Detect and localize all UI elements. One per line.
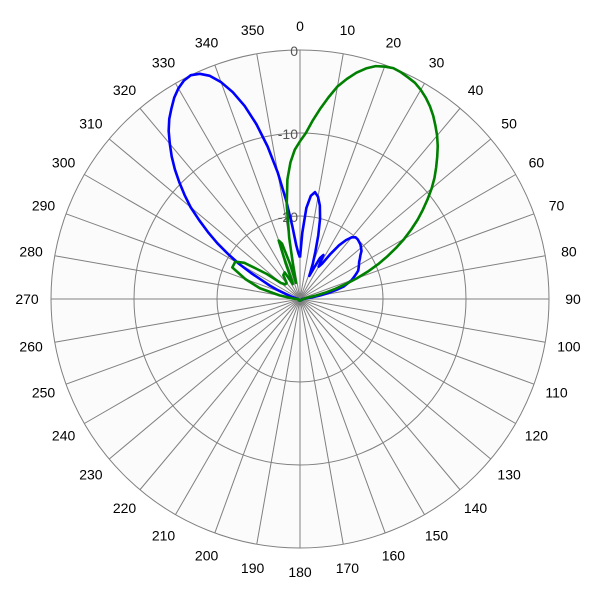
- grid: [51, 50, 549, 548]
- grid-spoke: [84, 298, 301, 424]
- grid-spoke: [299, 298, 344, 545]
- grid-spoke: [299, 298, 386, 534]
- grid-spoke: [299, 298, 492, 460]
- grid-spoke: [299, 298, 425, 515]
- angle-tick-label: 130: [497, 467, 521, 483]
- angle-tick-label: 180: [288, 564, 312, 580]
- series-line-2: [231, 64, 440, 302]
- grid-spoke: [299, 174, 516, 300]
- angle-tick-label: 220: [113, 500, 137, 516]
- grid-spoke: [108, 138, 301, 300]
- angle-tick-label: 230: [79, 467, 103, 483]
- angle-tick-label: 270: [15, 291, 39, 307]
- angle-tick-label: 50: [501, 116, 517, 132]
- grid-spoke: [65, 298, 301, 385]
- angle-tick-label: 150: [425, 527, 449, 543]
- angle-tick-label: 260: [19, 338, 43, 354]
- angle-tick-label: 140: [464, 500, 488, 516]
- angle-tick-label: 170: [336, 560, 360, 576]
- grid-spoke: [299, 298, 546, 343]
- grid-spoke: [299, 213, 535, 300]
- grid-spoke: [175, 298, 301, 515]
- grid-spoke: [108, 298, 301, 460]
- grid-spoke: [299, 138, 492, 300]
- grid-spoke: [54, 255, 301, 300]
- angle-tick-label: 240: [52, 428, 76, 444]
- angle-tick-label: 40: [468, 82, 484, 98]
- angle-tick-label: 80: [561, 244, 577, 260]
- angle-tick-label: 300: [52, 155, 76, 171]
- grid-spoke: [139, 298, 301, 491]
- grid-spoke: [256, 298, 301, 545]
- angle-tick-label: 280: [19, 244, 43, 260]
- angle-tick-label: 160: [382, 548, 406, 564]
- angle-tick-label: 20: [386, 35, 402, 51]
- angle-tick-label: 120: [525, 428, 549, 444]
- grid-spoke: [84, 174, 301, 300]
- angle-tick-label: 0: [296, 18, 304, 34]
- angle-tick-label: 350: [241, 22, 265, 38]
- radial-tick-label: -10: [278, 126, 298, 142]
- angle-tick-label: 330: [152, 55, 176, 71]
- radial-tick-label: 0: [290, 43, 298, 59]
- grid-spoke: [299, 298, 461, 491]
- angle-tick-label: 310: [79, 116, 103, 132]
- grid-spoke: [139, 107, 301, 300]
- angle-tick-label: 340: [195, 35, 219, 51]
- angle-tick-label: 290: [32, 198, 56, 214]
- angle-labels: 0 10 20 30 40 50 60 70 80 90 100 110 120 130 140 150 160…: [15, 18, 581, 580]
- grid-spoke: [299, 298, 535, 385]
- grid-spoke: [175, 83, 301, 300]
- angle-tick-label: 60: [529, 155, 545, 171]
- angle-tick-label: 200: [195, 548, 219, 564]
- angle-tick-label: 90: [565, 291, 581, 307]
- grid-spoke: [299, 298, 516, 424]
- grid-spoke: [299, 53, 344, 300]
- angle-tick-label: 250: [32, 384, 56, 400]
- angle-tick-label: 190: [241, 560, 265, 576]
- angle-tick-label: 70: [549, 198, 565, 214]
- series-group: [167, 64, 440, 302]
- angle-tick-label: 10: [340, 22, 356, 38]
- grid-spoke: [299, 255, 546, 300]
- angle-tick-label: 110: [545, 384, 568, 400]
- grid-spoke: [54, 298, 301, 343]
- grid-spoke: [65, 213, 301, 300]
- angle-tick-label: 100: [557, 338, 581, 354]
- angle-tick-label: 30: [429, 55, 445, 71]
- grid-spoke: [214, 298, 301, 534]
- angle-tick-label: 320: [113, 82, 137, 98]
- angle-tick-label: 210: [152, 527, 176, 543]
- grid-spoke: [299, 107, 461, 300]
